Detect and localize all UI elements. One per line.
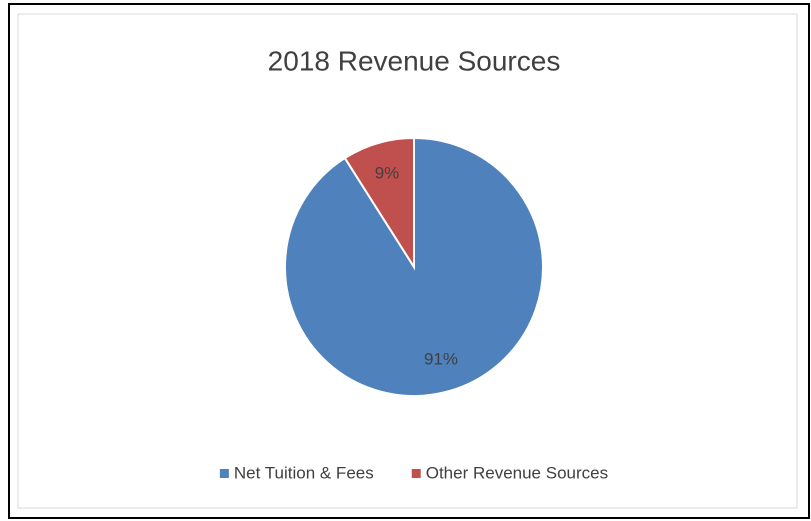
legend-item: Net Tuition & Fees	[219, 463, 374, 482]
legend-item: Other Revenue Sources	[411, 463, 608, 482]
legend-label: Other Revenue Sources	[426, 463, 608, 482]
legend: Net Tuition & Fees Other Revenue Sources	[219, 463, 608, 482]
pie: 91% 9%	[284, 136, 544, 397]
data-label: 9%	[375, 164, 400, 183]
legend-swatch	[411, 469, 421, 478]
legend-swatch	[219, 469, 229, 478]
data-label: 91%	[424, 349, 458, 368]
pie-slice	[343, 136, 415, 271]
chart-title: 2018 Revenue Sources	[268, 45, 561, 76]
legend-label: Net Tuition & Fees	[234, 463, 374, 482]
